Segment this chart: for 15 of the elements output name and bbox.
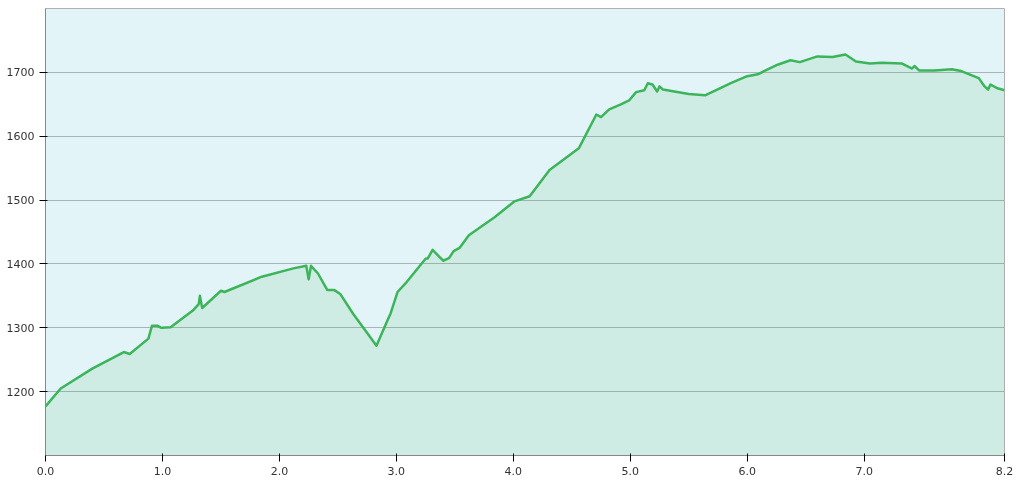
x-tick-label: 8.2 [995,464,1014,478]
x-tick-label: 6.0 [738,464,756,478]
y-tick-label: 1700 [6,66,35,80]
x-tick-label: 3.0 [387,464,406,478]
y-tick-label: 1200 [6,385,35,399]
y-tick-label: 1400 [6,257,35,271]
x-tick-label: 0.0 [36,464,55,478]
x-tick-label: 4.0 [504,464,523,478]
y-tick-label: 1600 [6,130,35,144]
x-tick-label: 7.0 [855,464,873,478]
x-tick-label: 2.0 [270,464,289,478]
y-tick-label: 1300 [6,321,35,335]
x-tick-label: 5.0 [621,464,640,478]
y-tick-label: 1500 [6,194,35,208]
x-tick-label: 1.0 [153,464,172,478]
